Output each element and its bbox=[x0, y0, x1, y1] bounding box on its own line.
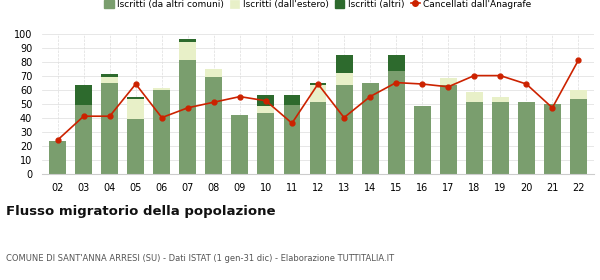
Bar bbox=[518, 102, 535, 174]
Bar bbox=[362, 83, 379, 174]
Legend: Iscritti (da altri comuni), Iscritti (dall'estero), Iscritti (altri), Cancellati: Iscritti (da altri comuni), Iscritti (da… bbox=[101, 0, 535, 13]
Bar bbox=[388, 71, 404, 174]
Bar bbox=[492, 97, 509, 102]
Bar bbox=[179, 42, 196, 60]
Bar bbox=[49, 141, 66, 174]
Bar bbox=[75, 105, 92, 174]
Bar bbox=[101, 77, 118, 83]
Bar bbox=[179, 60, 196, 174]
Bar bbox=[127, 99, 144, 119]
Bar bbox=[335, 55, 353, 73]
Text: Flusso migratorio della popolazione: Flusso migratorio della popolazione bbox=[6, 206, 275, 218]
Bar bbox=[232, 115, 248, 174]
Text: COMUNE DI SANT'ANNA ARRESI (SU) - Dati ISTAT (1 gen-31 dic) - Elaborazione TUTTI: COMUNE DI SANT'ANNA ARRESI (SU) - Dati I… bbox=[6, 254, 394, 263]
Bar bbox=[154, 90, 170, 174]
Bar bbox=[388, 55, 404, 71]
Bar bbox=[440, 78, 457, 85]
Bar bbox=[310, 83, 326, 85]
Bar bbox=[154, 88, 170, 90]
Bar bbox=[284, 105, 301, 174]
Bar bbox=[492, 102, 509, 174]
Bar bbox=[179, 39, 196, 42]
Bar bbox=[257, 106, 274, 113]
Bar bbox=[413, 106, 431, 174]
Bar bbox=[466, 92, 482, 102]
Bar bbox=[101, 83, 118, 174]
Bar bbox=[127, 97, 144, 99]
Bar bbox=[127, 119, 144, 174]
Bar bbox=[205, 69, 223, 77]
Bar bbox=[466, 102, 482, 174]
Bar bbox=[440, 85, 457, 174]
Bar bbox=[310, 102, 326, 174]
Bar bbox=[75, 85, 92, 105]
Bar bbox=[544, 104, 561, 174]
Bar bbox=[257, 95, 274, 106]
Bar bbox=[570, 99, 587, 174]
Bar bbox=[310, 85, 326, 102]
Bar bbox=[101, 74, 118, 77]
Bar bbox=[570, 90, 587, 99]
Bar bbox=[335, 73, 353, 85]
Bar bbox=[205, 77, 223, 174]
Bar bbox=[335, 85, 353, 174]
Bar bbox=[257, 113, 274, 174]
Bar bbox=[284, 95, 301, 105]
